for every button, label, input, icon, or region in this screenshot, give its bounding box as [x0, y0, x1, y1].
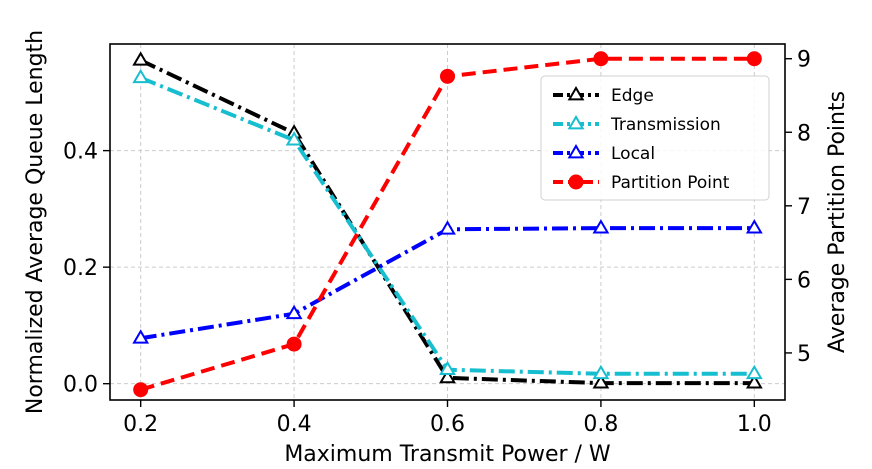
y2-tick-label: 7 — [797, 195, 811, 220]
data-point-partition-point — [593, 51, 609, 67]
data-point-transmission — [592, 364, 610, 380]
series-transmission — [132, 68, 763, 380]
y-tick-label: 0.0 — [63, 373, 98, 398]
data-point-transmission — [439, 360, 456, 376]
y-axis-label: Normalized Average Queue Length — [23, 30, 48, 414]
data-point-edge — [745, 374, 763, 389]
data-point-local — [439, 220, 456, 235]
data-point-edge — [592, 374, 610, 389]
y2-tick-label: 8 — [797, 121, 811, 146]
data-point-transmission — [745, 364, 763, 380]
y-tick-label: 0.2 — [63, 256, 98, 281]
data-point-edge — [439, 368, 456, 384]
legend-marker-edge — [567, 86, 585, 101]
legend-label-edge: Edge — [611, 86, 654, 106]
legend-marker-transmission — [567, 115, 585, 130]
data-point-partition-point — [440, 68, 455, 84]
legend-marker-local — [567, 144, 585, 159]
x-tick-label: 0.4 — [277, 412, 312, 437]
y2-axis-label: Average Partition Points — [825, 91, 850, 353]
legend: Edge Transmission Local Partition Point — [540, 75, 770, 201]
series-partition-point — [133, 51, 762, 398]
data-point-partition-point — [746, 51, 762, 67]
data-point-partition-point — [286, 336, 302, 352]
data-point-transmission — [132, 68, 150, 84]
x-tick-label: 0.6 — [430, 412, 465, 437]
y-tick-label: 0.4 — [63, 140, 98, 165]
y2-tick-label: 6 — [797, 268, 811, 293]
series-edge — [132, 51, 763, 389]
legend-marker-partition-point — [568, 174, 584, 190]
x-tick-label: 0.2 — [123, 412, 158, 437]
data-point-partition-point — [133, 382, 149, 398]
y2-tick-label: 9 — [797, 48, 811, 73]
legend-label-partition-point: Partition Point — [611, 173, 730, 193]
x-tick-label: 0.8 — [583, 412, 618, 437]
data-point-local — [745, 219, 763, 234]
y2-tick-label: 5 — [797, 342, 811, 367]
data-point-local — [132, 329, 150, 344]
legend-box — [540, 75, 770, 201]
data-point-local — [592, 219, 610, 234]
data-point-edge — [132, 51, 150, 66]
x-axis-label: Maximum Transmit Power / W — [284, 442, 611, 467]
data-point-transmission — [285, 131, 303, 146]
legend-label-local: Local — [611, 144, 655, 164]
x-tick-label: 1.0 — [737, 412, 772, 437]
data-point-local — [285, 304, 303, 320]
series-local — [132, 219, 763, 344]
axes: 0.2 0.4 0.6 0.8 1.0 0.0 0.2 0.4 5 6 7 8 9 — [63, 48, 811, 437]
series-layer — [132, 51, 763, 398]
legend-label-transmission: Transmission — [610, 115, 721, 135]
